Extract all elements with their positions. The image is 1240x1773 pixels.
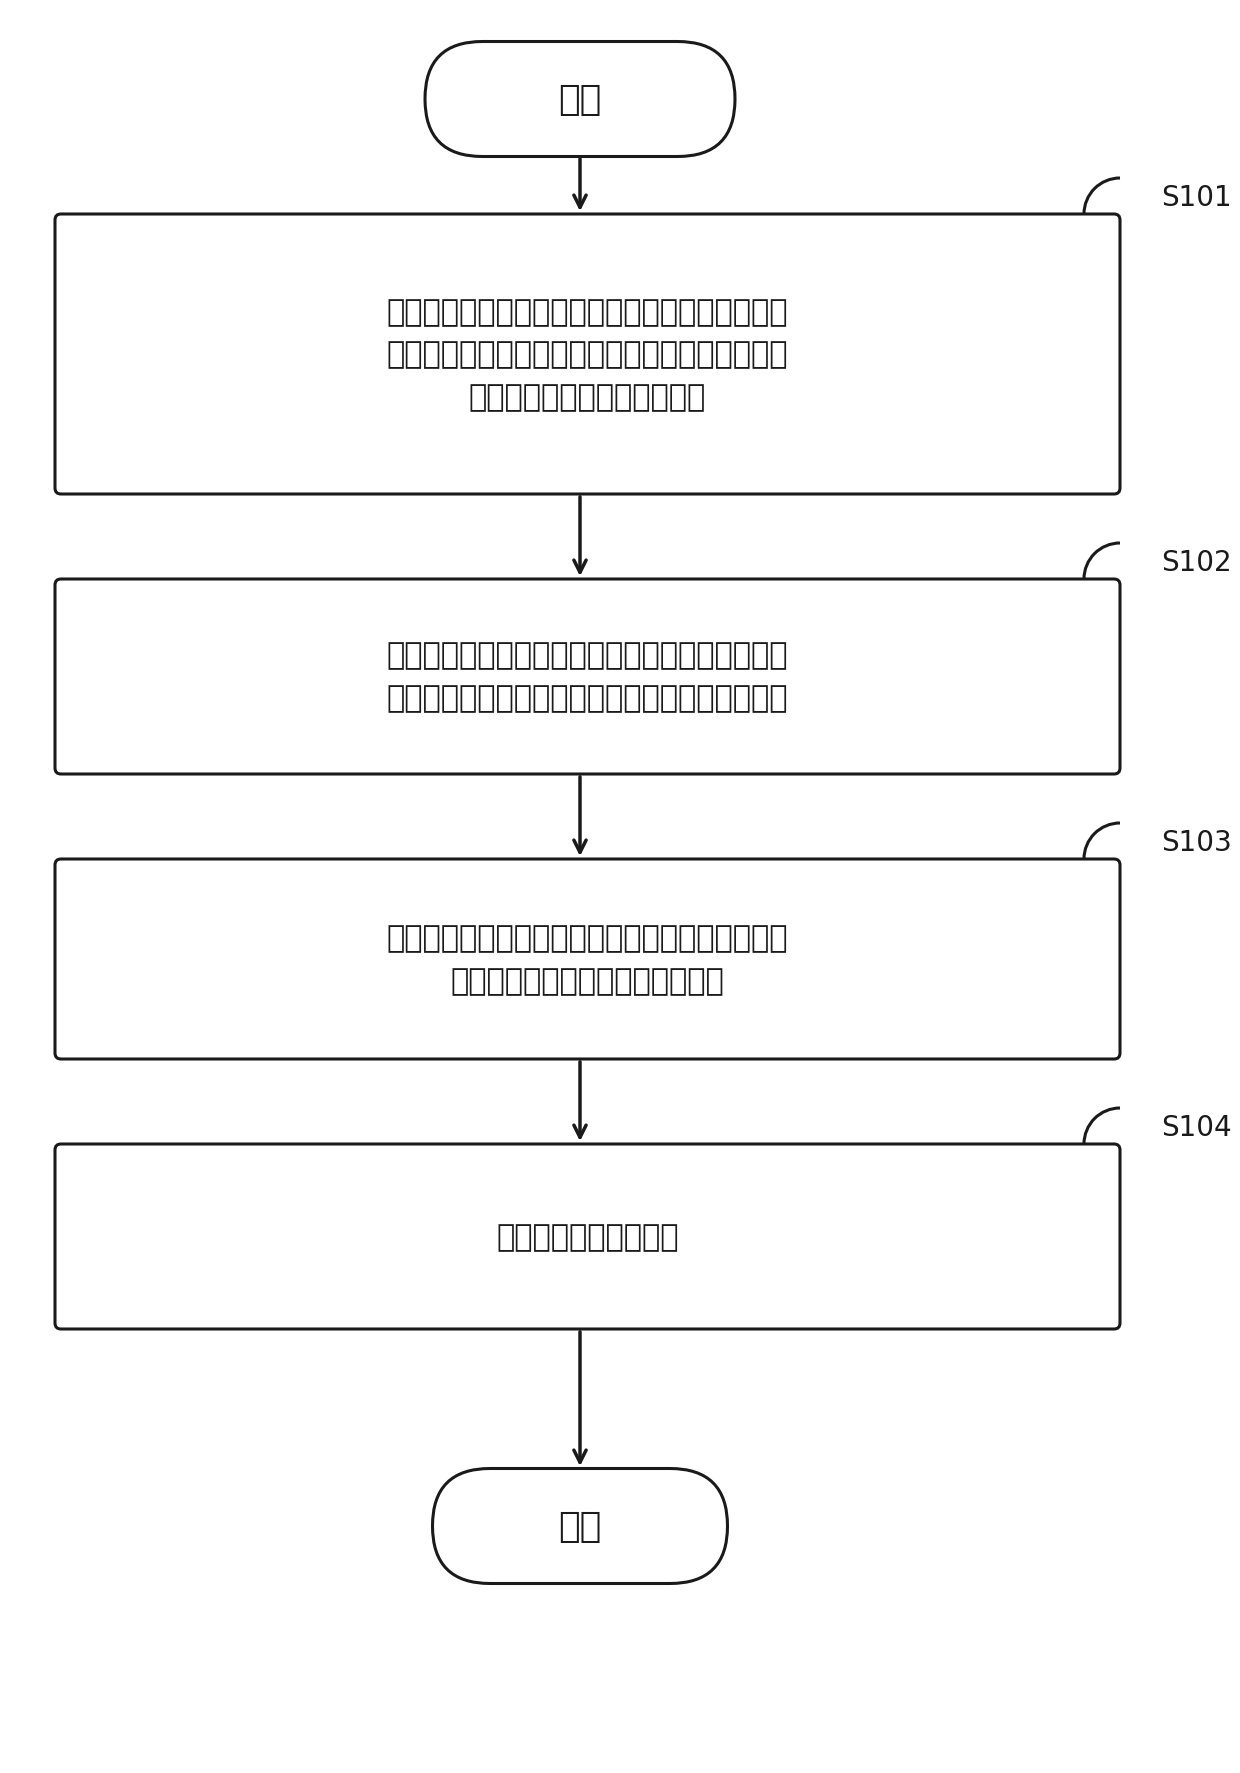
Text: 数据采集模块通过手机客户端，便携式检测设备，
体检报告获取用户各项数据，通过互联网系统将采
集的数据传送至数据存储模块: 数据采集模块通过手机客户端，便携式检测设备， 体检报告获取用户各项数据，通过互联…: [387, 298, 789, 411]
FancyBboxPatch shape: [425, 43, 735, 158]
Text: 数据分析模块根据计算机预设模型对数据进行分析
及预测，并将结果传送至输出模块: 数据分析模块根据计算机预设模型对数据进行分析 及预测，并将结果传送至输出模块: [387, 924, 789, 995]
FancyBboxPatch shape: [55, 1144, 1120, 1330]
Text: S102: S102: [1161, 548, 1231, 576]
Text: S103: S103: [1161, 828, 1231, 856]
FancyBboxPatch shape: [55, 860, 1120, 1060]
FancyBboxPatch shape: [433, 1468, 728, 1583]
Text: 结束: 结束: [558, 1509, 601, 1543]
Text: S104: S104: [1161, 1113, 1231, 1142]
Text: 开始: 开始: [558, 83, 601, 117]
FancyBboxPatch shape: [55, 215, 1120, 495]
Text: S101: S101: [1161, 184, 1231, 213]
FancyBboxPatch shape: [55, 580, 1120, 775]
Text: 数据存储模块对接收的用户数据进行分类汇总，并
将数据通过互联网系统将数据传送至数据分析模块: 数据存储模块对接收的用户数据进行分类汇总，并 将数据通过互联网系统将数据传送至数…: [387, 642, 789, 713]
Text: 输出模块输出预测结果: 输出模块输出预测结果: [496, 1222, 678, 1252]
